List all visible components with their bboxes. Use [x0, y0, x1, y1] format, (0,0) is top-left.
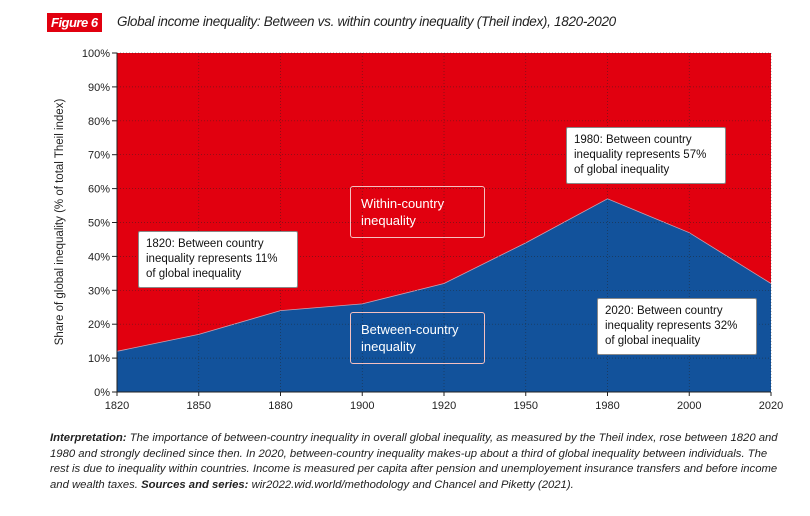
y-tick-label: 70% [88, 150, 110, 162]
sources-label: Sources and series: [141, 478, 249, 491]
interpretation-text: The importance of between-country inequa… [50, 432, 778, 491]
x-tick-label: 1900 [350, 400, 374, 412]
y-tick-label: 10% [88, 353, 110, 365]
x-tick-label: 2020 [759, 400, 783, 412]
x-tick-label: 1820 [105, 400, 129, 412]
boundary-line [116, 198, 772, 352]
interpretation-label: Interpretation: [50, 432, 127, 444]
y-tick-label: 80% [88, 116, 110, 128]
y-tick-label: 20% [88, 319, 110, 331]
x-tick-label: 1880 [268, 400, 292, 412]
y-tick-label: 0% [94, 387, 110, 399]
x-tick-label: 1920 [432, 400, 456, 412]
y-tick-label: 90% [88, 82, 110, 94]
y-tick-label: 30% [88, 285, 110, 297]
y-tick-label: 100% [82, 48, 110, 60]
between-country-label: Between-country inequality [350, 312, 485, 364]
y-tick-label: 60% [88, 184, 110, 196]
y-tick-label: 50% [88, 218, 110, 230]
y-tick-label: 40% [88, 251, 110, 263]
chart-title: Global income inequality: Between vs. wi… [117, 14, 616, 29]
annotation-1820: 1820: Between country inequality represe… [138, 231, 298, 288]
annotation-2020: 2020: Between country inequality represe… [597, 298, 757, 355]
within-country-label: Within-country inequality [350, 186, 485, 238]
x-tick-label: 1850 [187, 400, 211, 412]
x-tick-label: 2000 [677, 400, 701, 412]
sources-text: wir2022.wid.world/methodology and Chance… [248, 478, 574, 491]
footer-note: Interpretation: The importance of betwee… [50, 431, 785, 493]
x-tick-label: 1980 [595, 400, 619, 412]
x-tick-label: 1950 [514, 400, 538, 412]
annotation-1980: 1980: Between country inequality represe… [566, 127, 726, 184]
figure-label: Figure 6 [47, 13, 102, 32]
